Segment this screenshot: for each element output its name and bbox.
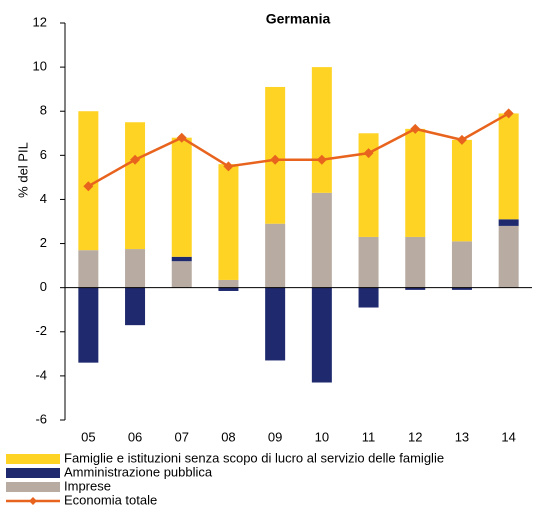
bar (405, 287, 426, 290)
x-tick-label: 07 (175, 429, 189, 444)
legend-label: Amministrazione pubblica (64, 464, 213, 479)
y-tick-label: -4 (35, 367, 47, 382)
line-marker (363, 148, 374, 159)
y-tick-label: 2 (40, 235, 47, 250)
legend-label: Famiglie e istituzioni senza scopo di lu… (64, 450, 444, 465)
y-tick-label: 8 (40, 103, 47, 118)
bar (498, 225, 519, 288)
legend-swatch (6, 468, 60, 478)
bar (218, 164, 239, 280)
y-tick-label: 4 (40, 191, 47, 206)
y-tick-label: 0 (40, 279, 47, 294)
x-tick-label: 05 (81, 429, 95, 444)
bar (498, 219, 519, 226)
line-marker (223, 161, 234, 172)
bar (125, 122, 146, 250)
line-marker (270, 154, 281, 165)
line-marker (316, 154, 327, 165)
legend-swatch (6, 482, 60, 492)
bar (78, 250, 99, 288)
x-tick-label: 13 (455, 429, 469, 444)
bar (78, 111, 99, 251)
x-tick-label: 08 (221, 429, 235, 444)
y-tick-label: -6 (35, 411, 47, 426)
bar (451, 287, 472, 290)
bar (171, 256, 192, 262)
bar (125, 249, 146, 288)
bar (498, 113, 519, 220)
bar (358, 236, 379, 288)
line-marker (130, 154, 141, 165)
bar (125, 287, 146, 326)
bar (218, 287, 239, 291)
bar (311, 287, 332, 383)
line-marker (410, 123, 421, 134)
bar (451, 139, 472, 242)
bar (78, 287, 99, 363)
legend-swatch (6, 454, 60, 464)
legend-label: Economia totale (64, 492, 157, 507)
bar (405, 128, 426, 237)
bar (171, 137, 192, 257)
y-tick-label: 6 (40, 147, 47, 162)
line-marker (176, 132, 187, 143)
bar (265, 223, 286, 288)
x-tick-label: 11 (362, 429, 376, 444)
bar (405, 236, 426, 288)
x-tick-label: 09 (268, 429, 282, 444)
x-tick-label: 06 (128, 429, 142, 444)
x-tick-label: 12 (408, 429, 422, 444)
x-tick-label: 10 (315, 429, 329, 444)
bar (358, 133, 379, 237)
bar (358, 287, 379, 308)
legend-marker (29, 497, 37, 505)
legend-label: Imprese (64, 478, 111, 493)
line-marker (503, 108, 514, 119)
y-tick-label: 10 (33, 59, 47, 74)
bar (451, 241, 472, 288)
line-marker (83, 181, 94, 192)
line-marker (456, 134, 467, 145)
chart-title: Germania (266, 11, 331, 27)
line (87, 112, 510, 188)
bar (311, 67, 332, 193)
bar (171, 261, 192, 288)
bar (218, 279, 239, 288)
y-axis-label: % del PIL (15, 142, 30, 198)
x-tick-label: 14 (501, 429, 515, 444)
y-tick-label: 12 (33, 14, 47, 29)
y-tick-label: -2 (35, 323, 47, 338)
bar (265, 287, 286, 361)
bar (311, 192, 332, 288)
